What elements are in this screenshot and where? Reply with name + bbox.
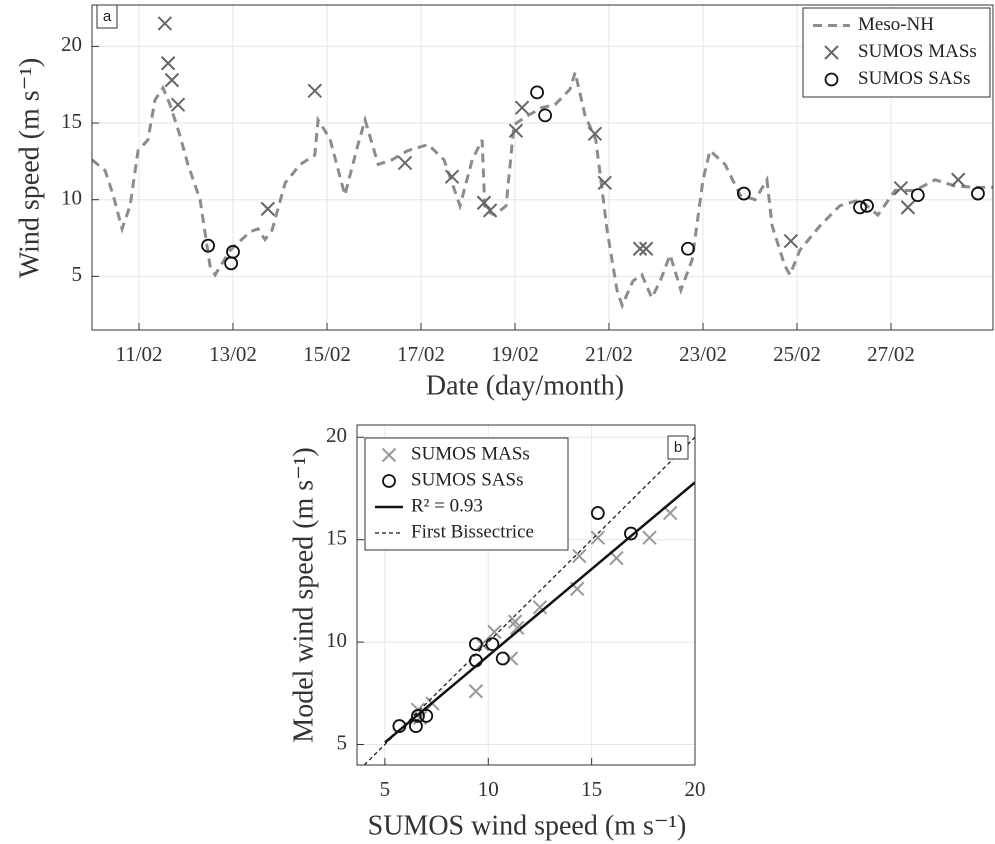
legend-label: SUMOS MASs [858, 41, 977, 62]
series-line [384, 481, 695, 744]
x-tick-label: 15/02 [303, 342, 351, 366]
x-marker [590, 530, 606, 545]
x-marker [900, 200, 916, 215]
circle-marker [201, 238, 215, 253]
x-tick-label: 10 [478, 777, 499, 801]
y-tick-label: 15 [326, 526, 347, 550]
legend-box [802, 7, 991, 98]
x-marker [662, 505, 678, 521]
circle-marker [736, 186, 751, 201]
x-marker [307, 83, 322, 99]
x-marker [609, 550, 624, 566]
axes-frame [356, 424, 696, 766]
marks [92, 16, 993, 310]
legend-label: SUMOS SASs [858, 68, 970, 89]
y-tick-label: 15 [61, 109, 82, 133]
y-tick-label: 20 [326, 423, 347, 447]
circle-marker [590, 506, 605, 520]
circle-marker [853, 200, 867, 215]
x-marker [260, 201, 275, 217]
x-marker [587, 126, 603, 141]
y-tick-label: 5 [337, 730, 348, 754]
x-marker [487, 624, 502, 640]
legend-label: SUMOS SASs [411, 469, 523, 490]
x-marker [642, 530, 657, 545]
panel-label-box [667, 435, 689, 460]
y-tick-label: 5 [72, 262, 83, 286]
marks [363, 436, 695, 765]
x-tick-label: 23/02 [679, 342, 727, 366]
x-marker [170, 97, 186, 112]
x-tick-label: 27/02 [867, 342, 915, 366]
x-marker [397, 155, 413, 171]
x-marker [468, 684, 484, 699]
circle-marker [411, 708, 425, 723]
x-marker [951, 172, 966, 187]
y-axis-label: Wind speed (m s⁻¹) [14, 58, 45, 278]
x-marker [510, 620, 525, 635]
x-marker [514, 100, 530, 115]
x-axis-label: Date (day/month) [426, 370, 624, 401]
x-marker [532, 600, 548, 615]
legend-label: SUMOS MASs [411, 443, 530, 464]
x-marker [160, 56, 176, 71]
panel-label: b [674, 439, 682, 456]
x-marker [632, 241, 648, 256]
circle-marker [468, 637, 483, 652]
x-tick-label: 17/02 [397, 342, 445, 366]
circle-marker [681, 241, 695, 256]
x-marker [508, 123, 524, 138]
legend-marker [382, 474, 396, 488]
legend-marker [824, 45, 839, 60]
legend-label: First Bissectrice [411, 521, 534, 542]
x-marker [783, 233, 799, 249]
panel-label-box [96, 4, 118, 29]
x-tick-label: 5 [380, 777, 391, 801]
x-tick-label: 25/02 [773, 342, 821, 366]
x-tick-label: 15 [581, 777, 602, 801]
y-axis-label: Model wind speed (m s⁻¹) [288, 447, 319, 742]
circle-marker [419, 708, 434, 723]
x-tick-label: 13/02 [209, 342, 257, 366]
legend-box [364, 437, 569, 551]
x-marker [482, 203, 498, 218]
y-tick-label: 10 [61, 186, 82, 210]
circle-marker [409, 719, 423, 733]
legend-marker [824, 72, 839, 87]
x-axis-label: SUMOS wind speed (m s⁻¹) [368, 810, 687, 841]
legend-label: R² = 0.93 [411, 495, 483, 516]
legend-label: Meso-NH [858, 14, 934, 35]
y-tick-label: 20 [61, 32, 82, 56]
circle-marker [910, 188, 925, 202]
x-marker [893, 180, 909, 196]
series-line [92, 66, 993, 310]
x-marker [476, 195, 492, 210]
circle-marker [860, 198, 874, 213]
x-marker [638, 241, 654, 256]
y-tick-label: 10 [326, 628, 347, 652]
circle-marker [971, 186, 985, 201]
circle-marker [624, 526, 638, 541]
x-marker [597, 175, 612, 191]
axes-frame [91, 4, 994, 331]
x-marker [157, 16, 173, 31]
series-line [363, 436, 695, 765]
circle-marker [495, 651, 510, 666]
panel-label: a [103, 8, 112, 25]
x-marker [444, 169, 460, 184]
legend-marker [381, 447, 397, 463]
x-tick-label: 21/02 [585, 342, 633, 366]
x-tick-label: 20 [685, 777, 706, 801]
x-marker [572, 548, 587, 564]
circle-marker [226, 244, 240, 259]
circle-marker [530, 85, 544, 100]
x-tick-label: 11/02 [115, 342, 162, 366]
x-tick-label: 19/02 [491, 342, 539, 366]
circle-marker [538, 108, 552, 123]
x-marker [164, 72, 180, 88]
